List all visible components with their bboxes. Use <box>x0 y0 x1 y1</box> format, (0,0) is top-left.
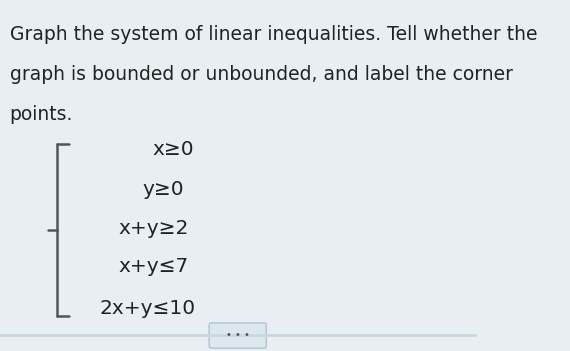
FancyBboxPatch shape <box>209 323 266 348</box>
Text: x≥0: x≥0 <box>152 140 194 159</box>
Text: y≥0: y≥0 <box>142 180 184 199</box>
Text: points.: points. <box>10 105 73 124</box>
Text: graph is bounded or unbounded, and label the corner: graph is bounded or unbounded, and label… <box>10 65 512 84</box>
Text: x+y≤7: x+y≤7 <box>119 257 189 276</box>
Text: • • •: • • • <box>226 330 250 340</box>
Text: Graph the system of linear inequalities. Tell whether the: Graph the system of linear inequalities.… <box>10 25 537 44</box>
Text: x+y≥2: x+y≥2 <box>119 219 189 238</box>
Text: 2x+y≤10: 2x+y≤10 <box>100 299 196 318</box>
